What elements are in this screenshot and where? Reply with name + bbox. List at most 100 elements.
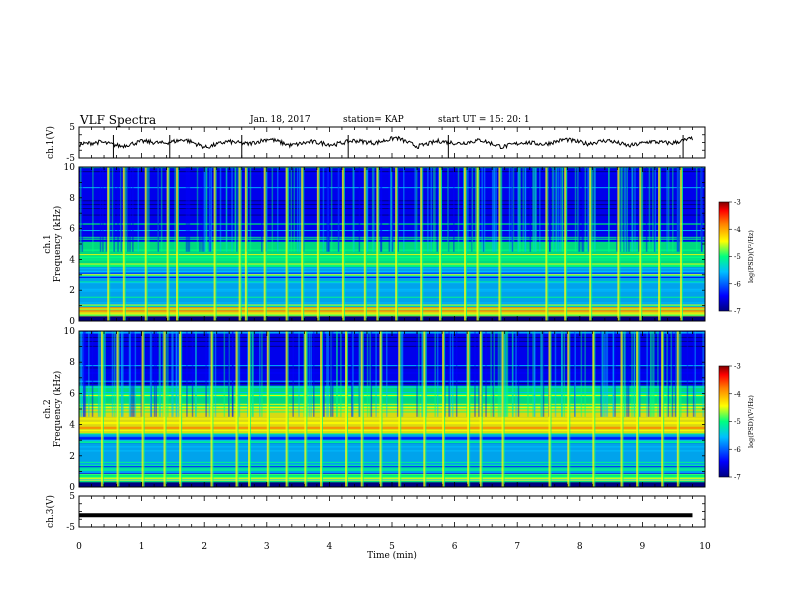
noise-column bbox=[608, 167, 610, 252]
sferic-burst-edge bbox=[306, 331, 308, 487]
noise-column bbox=[150, 331, 153, 417]
band-line bbox=[79, 296, 705, 298]
band-line bbox=[79, 421, 705, 423]
sferic-burst bbox=[564, 167, 567, 321]
noise-column bbox=[276, 167, 279, 252]
noise-column bbox=[208, 331, 211, 417]
noise-column bbox=[529, 167, 532, 252]
band-line bbox=[79, 466, 705, 468]
x-tick-label: 7 bbox=[514, 542, 520, 552]
ch3-waveform-ylabel: ch.3(V) bbox=[45, 495, 56, 528]
noise-column bbox=[549, 167, 551, 252]
band-line bbox=[79, 426, 705, 428]
noise-column bbox=[430, 167, 433, 252]
noise-column bbox=[500, 331, 503, 417]
noise-column bbox=[303, 331, 305, 417]
sferic-burst-edge bbox=[124, 167, 126, 321]
noise-column bbox=[126, 167, 128, 252]
x-tick-label: 0 bbox=[76, 542, 82, 552]
noise-column bbox=[549, 167, 551, 252]
sferic-burst bbox=[316, 167, 319, 321]
noise-column bbox=[120, 331, 123, 417]
noise-column bbox=[524, 167, 526, 252]
noise-column bbox=[418, 331, 420, 417]
noise-column bbox=[647, 331, 650, 417]
noise-column bbox=[113, 331, 116, 417]
noise-column bbox=[337, 167, 340, 252]
noise-column bbox=[652, 167, 654, 252]
noise-column bbox=[624, 167, 627, 252]
sferic-burst bbox=[463, 167, 466, 321]
frequency-band bbox=[79, 331, 705, 386]
sferic-burst bbox=[345, 331, 348, 487]
noise-column bbox=[308, 331, 310, 417]
sferic-burst bbox=[210, 331, 213, 487]
sferic-burst-edge bbox=[663, 331, 665, 487]
sferic-burst-edge bbox=[318, 167, 320, 321]
noise-column bbox=[676, 167, 679, 252]
noise-column bbox=[578, 167, 581, 252]
trace-layer bbox=[78, 135, 693, 518]
band-line bbox=[79, 200, 705, 202]
noise-column bbox=[500, 167, 503, 252]
noise-column bbox=[81, 167, 84, 252]
band-line bbox=[79, 433, 705, 435]
sferic-burst bbox=[620, 331, 623, 487]
noise-column bbox=[533, 331, 536, 417]
noise-column bbox=[79, 331, 81, 417]
noise-column bbox=[587, 167, 590, 252]
noise-column bbox=[518, 167, 521, 252]
noise-column bbox=[582, 167, 585, 252]
noise-column bbox=[505, 331, 508, 417]
sferic-burst-edge bbox=[641, 167, 643, 321]
noise-column bbox=[504, 331, 506, 417]
sferic-burst-edge bbox=[440, 167, 442, 321]
ch1-colorbar-label: log(PSD)(V²/Hz) bbox=[747, 230, 755, 283]
noise-column bbox=[455, 331, 458, 417]
noise-column bbox=[80, 331, 82, 417]
noise-column bbox=[621, 167, 623, 252]
sferic-burst bbox=[179, 331, 182, 487]
noise-column bbox=[540, 331, 542, 417]
noise-column bbox=[561, 331, 563, 417]
noise-column bbox=[493, 331, 496, 417]
sferic-burst-edge bbox=[550, 331, 552, 487]
noise-column bbox=[187, 167, 189, 252]
band-line bbox=[79, 477, 705, 479]
band-line bbox=[79, 469, 705, 471]
noise-column bbox=[237, 167, 240, 252]
band-line bbox=[79, 441, 705, 443]
noise-column bbox=[667, 167, 670, 252]
sferic-burst-edge bbox=[465, 167, 467, 321]
x-tick-label: 4 bbox=[327, 542, 333, 552]
noise-column bbox=[666, 167, 668, 252]
band-line bbox=[79, 386, 705, 388]
ch1-freq-tick-label: 2 bbox=[69, 286, 75, 296]
noise-column bbox=[608, 167, 610, 252]
noise-column bbox=[129, 167, 131, 252]
sferic-burst bbox=[395, 167, 398, 321]
noise-column bbox=[453, 167, 455, 252]
sferic-burst bbox=[501, 331, 504, 487]
noise-column bbox=[601, 331, 603, 417]
sferic-burst bbox=[304, 331, 307, 487]
noise-column bbox=[638, 167, 640, 252]
sferic-burst bbox=[285, 331, 288, 487]
x-tick-label: 1 bbox=[139, 542, 145, 552]
noise-column bbox=[150, 331, 152, 417]
noise-column bbox=[522, 167, 524, 252]
band-line bbox=[79, 394, 705, 396]
ch1-waveform-trace bbox=[78, 135, 693, 150]
noise-column bbox=[205, 331, 207, 417]
noise-column bbox=[421, 331, 424, 417]
noise-column bbox=[203, 167, 205, 252]
noise-column bbox=[552, 167, 555, 252]
ch1-freq-tick-label: 0 bbox=[69, 317, 75, 327]
band-line bbox=[79, 464, 705, 466]
band-line bbox=[79, 313, 705, 315]
band-line bbox=[79, 405, 705, 407]
noise-column bbox=[561, 167, 563, 252]
ch2-spectrogram-ylabel-line: ch.2 bbox=[43, 399, 53, 418]
noise-column bbox=[310, 331, 312, 417]
noise-column bbox=[612, 331, 614, 417]
